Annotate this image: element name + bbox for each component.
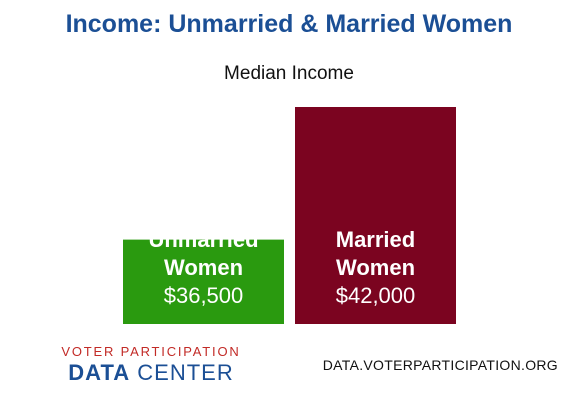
logo-bold-text: DATA: [68, 360, 131, 385]
value-label: $42,000: [335, 283, 416, 308]
chart-subtitle: Median Income: [224, 63, 354, 84]
bar-label: Unmarried Women $36,500: [123, 226, 284, 310]
category-label: Women: [163, 255, 244, 280]
category-label: Unmarried: [148, 227, 259, 252]
bar-label: Married Women $42,000: [295, 226, 456, 310]
bar-unmarried-women: [123, 239, 284, 324]
voter-participation-logo: VOTER PARTICIPATION DATA CENTER: [36, 344, 266, 386]
logo-top-text: VOTER PARTICIPATION: [61, 344, 241, 359]
logo-rest-text: CENTER: [130, 360, 234, 385]
bar-married-women: [295, 107, 456, 324]
logo-bottom-text: DATA CENTER: [36, 360, 266, 386]
value-label: $36,500: [163, 283, 244, 308]
chart-title: Income: Unmarried & Married Women: [65, 10, 513, 38]
site-url: DATA.VOTERPARTICIPATION.ORG: [322, 357, 558, 373]
category-label: Married: [335, 227, 416, 252]
category-label: Women: [335, 255, 416, 280]
